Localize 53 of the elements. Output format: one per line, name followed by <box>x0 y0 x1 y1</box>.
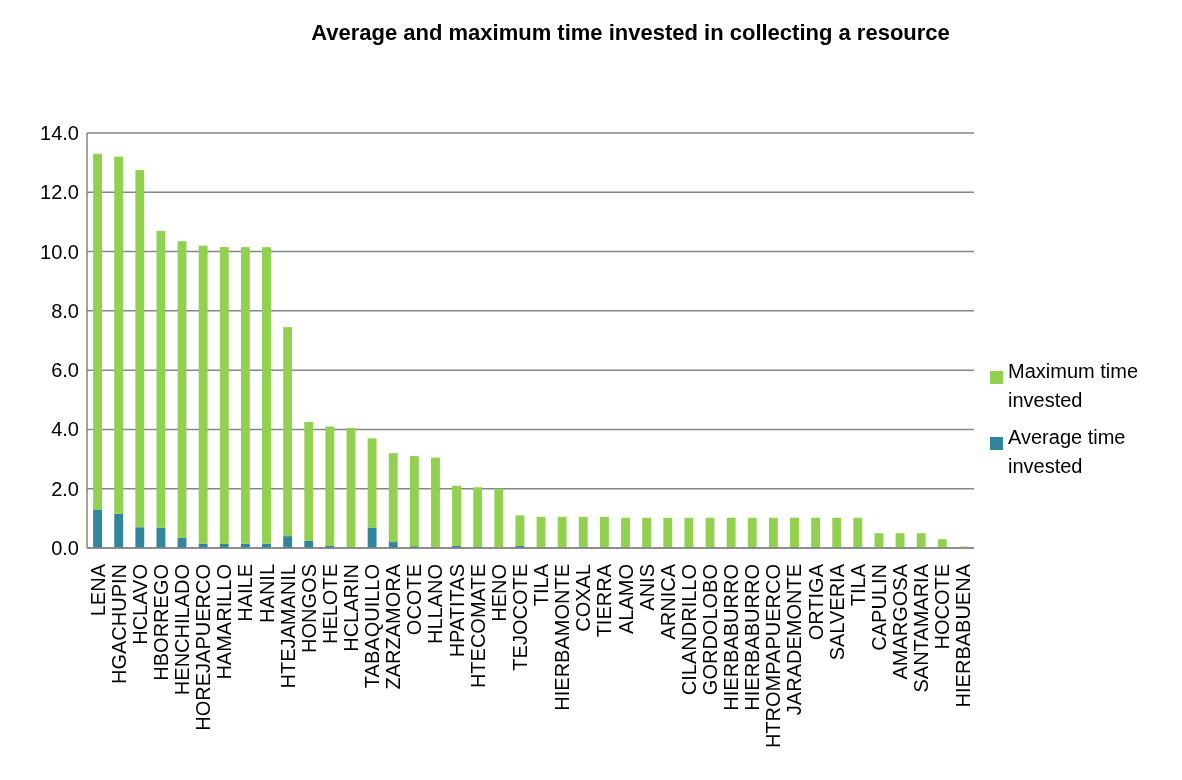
x-tick-label: TABAQUILLO <box>361 564 384 689</box>
x-tick-label: HTEJAMANIL <box>276 564 299 689</box>
x-tick-label: CAPULIN <box>867 564 890 651</box>
x-tick-label: TEJOCOTE <box>508 564 531 671</box>
x-tick-label: GORDOLOBO <box>699 564 722 696</box>
x-tick-label: JARADEMONTE <box>783 564 806 716</box>
x-tick-label: ORTIGA <box>804 563 827 641</box>
x-tick-label: SANTAMARIA <box>910 563 933 693</box>
x-tick-label: HIERBAMONTE <box>551 564 574 711</box>
x-tick-label: HCLARIN <box>339 564 362 652</box>
x-tick-label: ARNICA <box>656 563 679 640</box>
x-tick-label: HANIL <box>255 564 278 623</box>
x-tick-label: TIERRA <box>593 563 616 638</box>
x-tick-label: HIERBABURRO <box>741 564 764 711</box>
x-tick-label: HLLANO <box>424 564 447 645</box>
chart-title: Average and maximum time invested in collecting a resource <box>311 20 950 45</box>
x-tick-label: OCOTE <box>403 564 426 636</box>
x-tick-label: ANIS <box>635 564 658 611</box>
x-tick-label: HTROMPAPUERCO <box>762 564 785 749</box>
x-tick-label: TILA <box>846 563 869 607</box>
y-tick-label: 12.0 <box>40 181 79 204</box>
y-tick-label: 2.0 <box>51 477 79 500</box>
legend-label: Average time invested <box>1008 426 1126 477</box>
x-tick-label: HENO <box>487 564 510 622</box>
legend-label: Maximum time invested <box>1008 360 1139 411</box>
y-tick-label: 10.0 <box>40 240 79 263</box>
x-tick-label: HENCHILADO <box>171 564 194 696</box>
y-tick-label: 14.0 <box>40 122 79 144</box>
x-tick-label: HTECOMATE <box>466 564 489 689</box>
x-tick-label: ZARZAMORA <box>382 563 405 690</box>
x-tick-label: HOCOTE <box>931 564 954 650</box>
x-tick-label: HAMARILLO <box>213 564 236 680</box>
x-tick-label: HPATITAS <box>445 564 468 658</box>
x-tick-label: HBORREGO <box>149 564 172 681</box>
x-tick-label: LENA <box>86 563 109 617</box>
x-tick-label: HOREJAPUERCO <box>192 564 215 731</box>
x-tick-label: HIERBABUENA <box>952 563 975 708</box>
x-tick-label: HAILE <box>234 564 257 622</box>
x-tick-label: SALVERIA <box>825 563 848 661</box>
x-tick-label: CILANDRILLO <box>677 564 700 696</box>
x-tick-label: HONGOS <box>297 564 320 653</box>
y-tick-label: 4.0 <box>51 418 79 441</box>
x-tick-label: HGACHUPIN <box>107 564 130 685</box>
y-tick-label: 8.0 <box>51 299 79 322</box>
y-tick-label: 6.0 <box>51 359 79 382</box>
x-tick-label: TILA <box>530 563 553 607</box>
x-tick-label: COXAL <box>572 564 595 632</box>
x-tick-label: AMARGOSA <box>889 563 912 680</box>
x-tick-label: HELOTE <box>318 564 341 645</box>
x-tick-label: HCLAVO <box>128 564 151 645</box>
x-tick-label: ALAMO <box>614 564 637 635</box>
y-tick-label: 0.0 <box>51 537 79 559</box>
x-tick-label: HIERBABURRO <box>720 564 743 711</box>
